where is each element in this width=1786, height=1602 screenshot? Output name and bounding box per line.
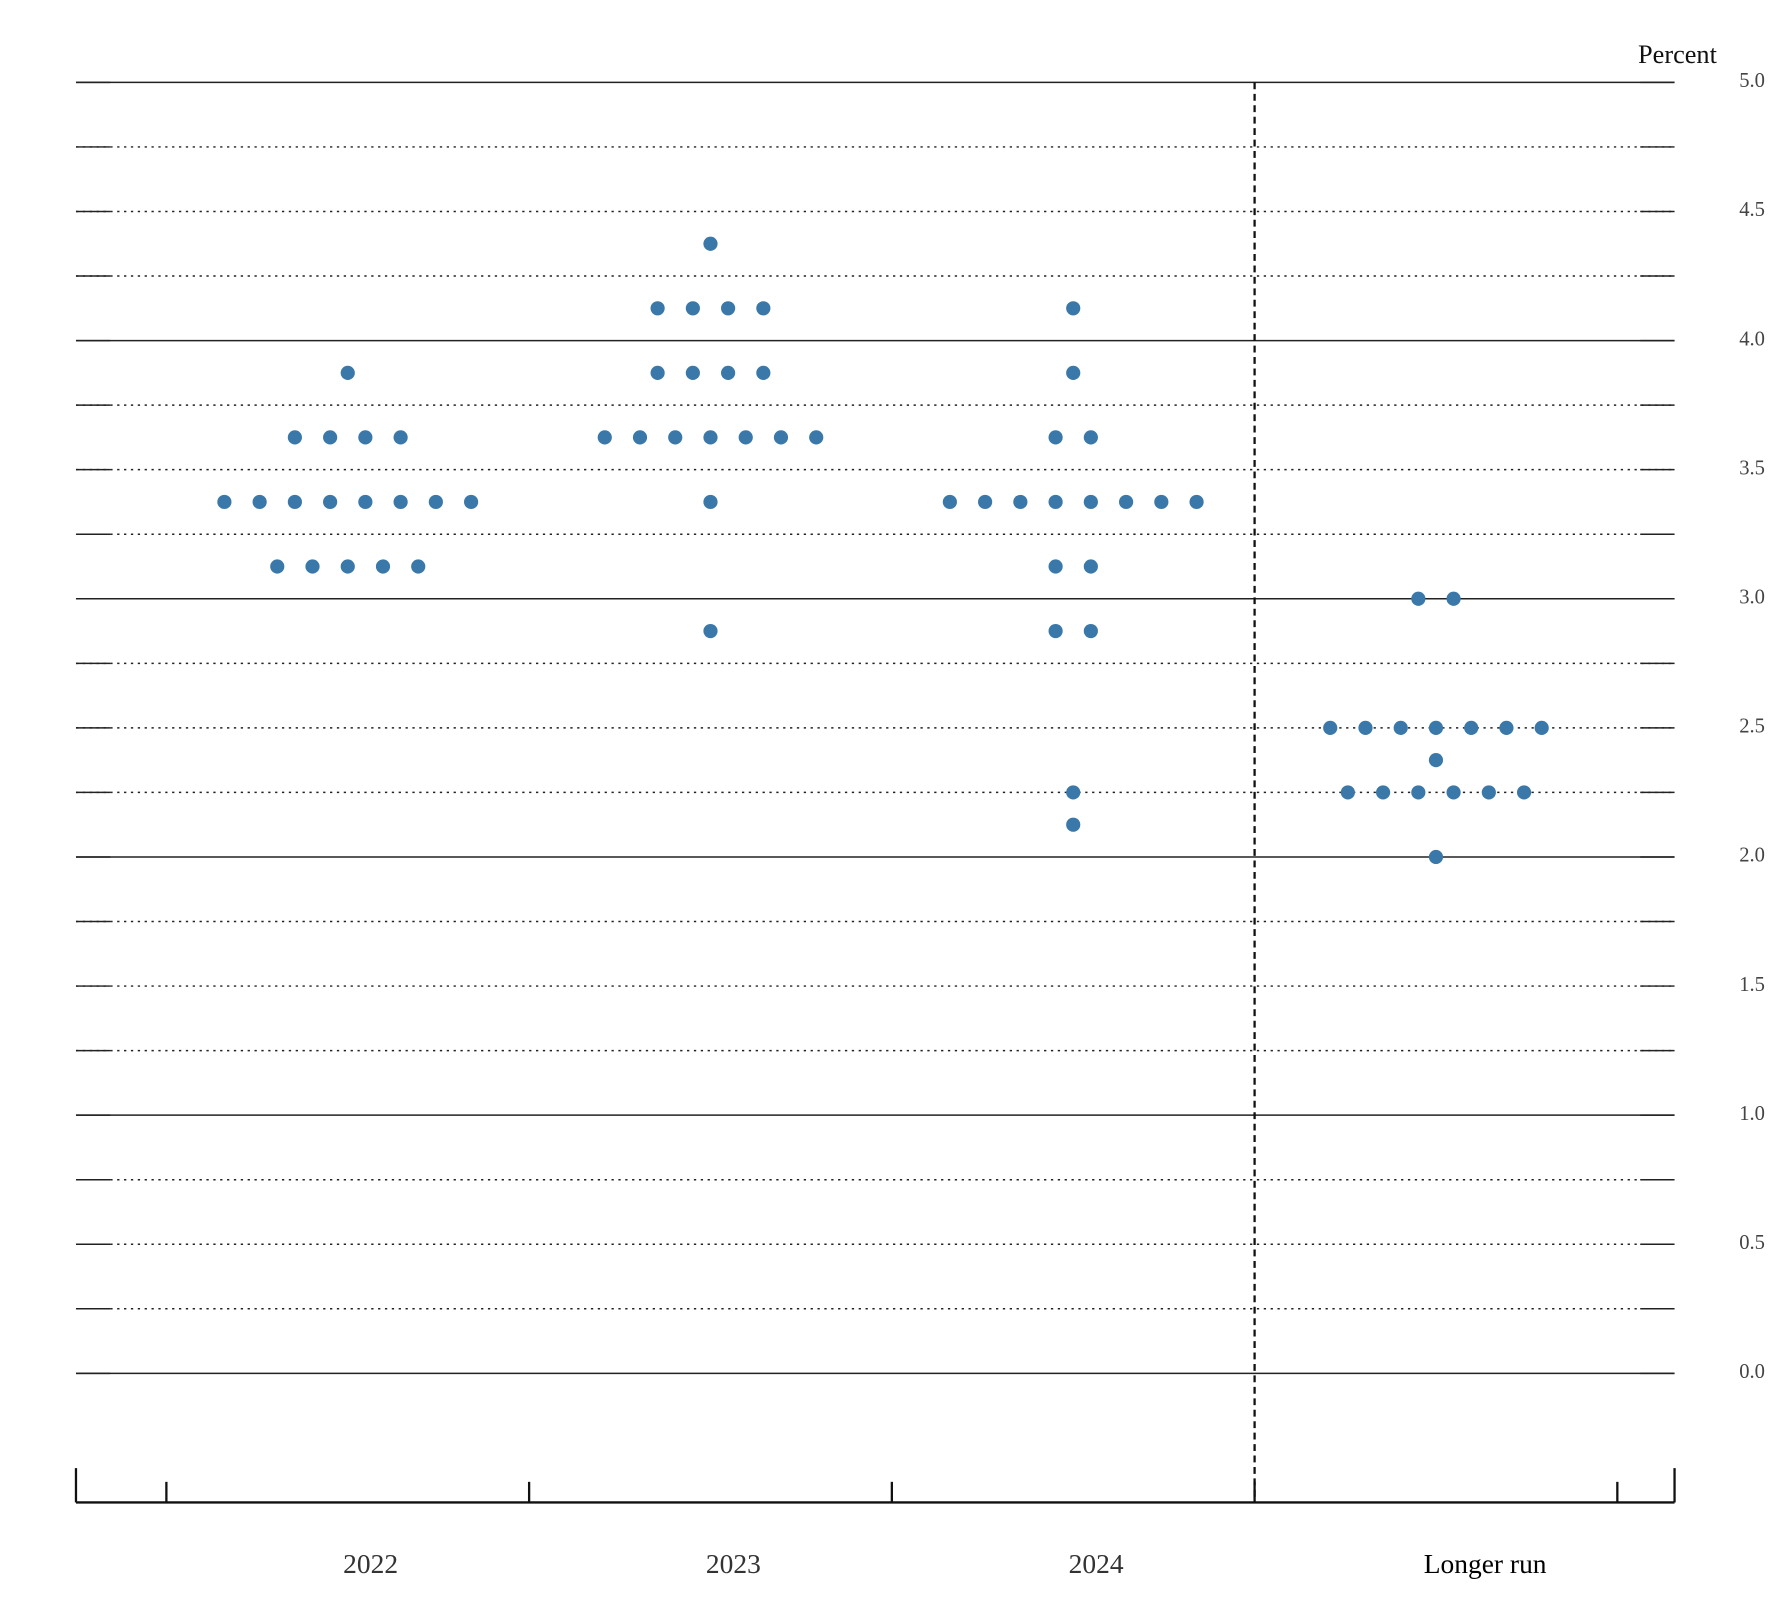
dot bbox=[252, 494, 267, 510]
dot bbox=[738, 430, 753, 445]
dot bbox=[393, 494, 408, 510]
y-tick-label: 4.5 bbox=[1739, 199, 1765, 221]
dot bbox=[1083, 623, 1098, 639]
dot bbox=[411, 559, 426, 574]
x-tick-label: 2022 bbox=[343, 1549, 398, 1579]
dot bbox=[1048, 494, 1063, 510]
dot bbox=[217, 494, 232, 510]
dot bbox=[1358, 720, 1373, 735]
y-tick-label: 0.0 bbox=[1739, 1361, 1765, 1383]
dot bbox=[1066, 301, 1081, 316]
dot bbox=[1066, 785, 1081, 800]
dot bbox=[756, 301, 771, 316]
dot bbox=[1083, 559, 1098, 574]
y-tick-label: 0.5 bbox=[1739, 1232, 1765, 1254]
dot bbox=[1083, 494, 1098, 510]
dot bbox=[650, 365, 665, 380]
dot bbox=[809, 430, 824, 445]
dot bbox=[1481, 785, 1496, 800]
y-tick-label: 2.0 bbox=[1739, 845, 1765, 867]
x-tick-label: Longer run bbox=[1424, 1549, 1547, 1579]
dot bbox=[1446, 591, 1461, 606]
dot bbox=[597, 430, 612, 445]
y-tick-label: 4.0 bbox=[1739, 328, 1765, 350]
dot bbox=[393, 430, 408, 445]
dot bbox=[340, 365, 355, 380]
dot bbox=[1118, 494, 1134, 510]
dot bbox=[340, 559, 355, 574]
y-tick-label: 3.5 bbox=[1739, 457, 1765, 479]
y-tick-label: 5.0 bbox=[1739, 70, 1765, 92]
dot bbox=[358, 494, 373, 510]
dot bbox=[1083, 430, 1098, 445]
dot bbox=[1534, 720, 1549, 735]
dot bbox=[1066, 817, 1081, 832]
dot bbox=[1048, 559, 1063, 574]
dot bbox=[270, 559, 285, 574]
dot bbox=[1048, 623, 1063, 639]
dot bbox=[323, 494, 338, 510]
dot bbox=[287, 494, 302, 510]
dot bbox=[685, 301, 700, 316]
dot bbox=[1411, 785, 1426, 800]
dot bbox=[978, 494, 993, 510]
dot bbox=[1066, 365, 1081, 380]
dot bbox=[375, 559, 391, 574]
dot bbox=[1464, 720, 1479, 735]
y-tick-label: 3.0 bbox=[1739, 586, 1765, 608]
dot bbox=[1376, 785, 1391, 800]
dot bbox=[703, 236, 718, 251]
dot bbox=[1189, 494, 1204, 510]
dot bbox=[650, 301, 665, 316]
dot bbox=[323, 430, 338, 445]
dot bbox=[685, 365, 700, 380]
dot bbox=[942, 494, 957, 510]
y-tick-label: 2.5 bbox=[1739, 716, 1765, 738]
dot bbox=[721, 301, 736, 316]
dot bbox=[428, 494, 443, 510]
dot bbox=[703, 623, 718, 639]
dot bbox=[703, 494, 718, 510]
dot bbox=[1499, 720, 1514, 735]
dot bbox=[1428, 849, 1444, 865]
dot bbox=[464, 494, 479, 510]
x-tick-label: 2023 bbox=[706, 1549, 761, 1579]
dot bbox=[1516, 785, 1532, 800]
dot bbox=[1428, 720, 1444, 735]
dot bbox=[1154, 494, 1169, 510]
dot bbox=[703, 430, 718, 445]
chart-title: Percent bbox=[1638, 40, 1718, 69]
dot bbox=[287, 430, 302, 445]
dot bbox=[721, 365, 736, 380]
dot bbox=[1446, 785, 1461, 800]
dot bbox=[358, 430, 373, 445]
dot bbox=[1411, 591, 1426, 606]
dot bbox=[305, 559, 320, 574]
dot bbox=[1393, 720, 1408, 735]
dot bbox=[1340, 785, 1355, 800]
x-tick-label: 2024 bbox=[1069, 1549, 1124, 1579]
dot bbox=[668, 430, 683, 445]
dot bbox=[1048, 430, 1063, 445]
dot bbox=[1323, 720, 1338, 735]
dot bbox=[632, 430, 648, 445]
dot bbox=[1428, 753, 1444, 768]
dot bbox=[773, 430, 789, 445]
y-tick-label: 1.0 bbox=[1739, 1103, 1765, 1125]
dot bbox=[756, 365, 771, 380]
y-tick-label: 1.5 bbox=[1739, 974, 1765, 996]
dot bbox=[1013, 494, 1028, 510]
